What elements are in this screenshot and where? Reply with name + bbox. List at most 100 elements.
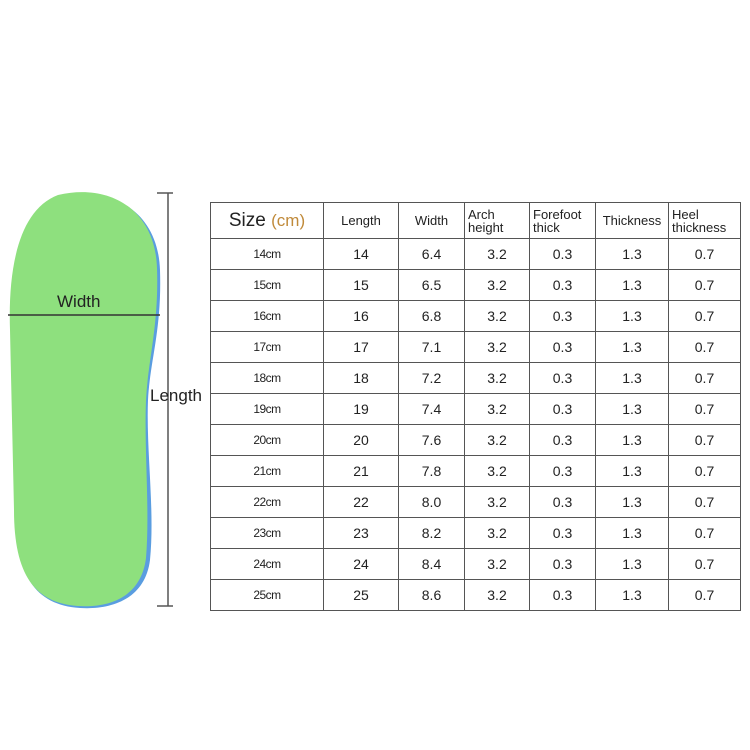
cell-heel-thickness: 0.7: [668, 486, 741, 518]
size-label: Size: [228, 210, 266, 231]
cell-forefoot-thick: 0.3: [529, 548, 596, 580]
cell-heel-thickness: 0.7: [668, 548, 741, 580]
cell-heel-thickness: 0.7: [668, 269, 741, 301]
cell-width: 8.2: [398, 517, 465, 549]
cell-size: 20cm: [210, 424, 324, 456]
cell-size: 15cm: [210, 269, 324, 301]
cell-forefoot-thick: 0.3: [529, 424, 596, 456]
cell-thickness: 1.3: [595, 362, 669, 394]
table-row: 23cm 23 8.2 3.2 0.3 1.3 0.7: [210, 517, 741, 549]
header-thickness: Thickness: [595, 202, 669, 239]
cell-thickness: 1.3: [595, 331, 669, 363]
cell-arch-height: 3.2: [464, 455, 530, 487]
cell-length: 15: [323, 269, 399, 301]
header-width: Width: [398, 202, 465, 239]
cell-width: 8.0: [398, 486, 465, 518]
cell-size: 19cm: [210, 393, 324, 425]
cell-size: 22cm: [210, 486, 324, 518]
cell-heel-thickness: 0.7: [668, 362, 741, 394]
cell-length: 22: [323, 486, 399, 518]
cell-arch-height: 3.2: [464, 331, 530, 363]
cell-forefoot-thick: 0.3: [529, 269, 596, 301]
table-row: 21cm 21 7.8 3.2 0.3 1.3 0.7: [210, 455, 741, 487]
cell-arch-height: 3.2: [464, 362, 530, 394]
cell-forefoot-thick: 0.3: [529, 238, 596, 270]
cell-size: 18cm: [210, 362, 324, 394]
cell-arch-height: 3.2: [464, 424, 530, 456]
cell-size: 16cm: [210, 300, 324, 332]
cell-forefoot-thick: 0.3: [529, 486, 596, 518]
table-row: 22cm 22 8.0 3.2 0.3 1.3 0.7: [210, 486, 741, 518]
cell-thickness: 1.3: [595, 486, 669, 518]
cell-thickness: 1.3: [595, 455, 669, 487]
cell-heel-thickness: 0.7: [668, 238, 741, 270]
cell-length: 23: [323, 517, 399, 549]
cell-length: 24: [323, 548, 399, 580]
cell-thickness: 1.3: [595, 300, 669, 332]
cell-width: 8.4: [398, 548, 465, 580]
header-length: Length: [323, 202, 399, 239]
length-label: Length: [150, 386, 202, 405]
cell-size: 24cm: [210, 548, 324, 580]
table-row: 24cm 24 8.4 3.2 0.3 1.3 0.7: [210, 548, 741, 580]
cell-arch-height: 3.2: [464, 548, 530, 580]
cell-thickness: 1.3: [595, 238, 669, 270]
table-row: 20cm 20 7.6 3.2 0.3 1.3 0.7: [210, 424, 741, 456]
table-row: 14cm 14 6.4 3.2 0.3 1.3 0.7: [210, 238, 741, 270]
cell-size: 17cm: [210, 331, 324, 363]
cell-forefoot-thick: 0.3: [529, 517, 596, 549]
cell-arch-height: 3.2: [464, 300, 530, 332]
cell-heel-thickness: 0.7: [668, 331, 741, 363]
insole-shape: [9, 192, 158, 607]
width-label: Width: [57, 292, 101, 311]
cell-arch-height: 3.2: [464, 393, 530, 425]
table-row: 15cm 15 6.5 3.2 0.3 1.3 0.7: [210, 269, 741, 301]
size-unit: (cm): [271, 211, 306, 230]
cell-length: 14: [323, 238, 399, 270]
insole-diagram: [8, 192, 173, 609]
cell-length: 19: [323, 393, 399, 425]
cell-thickness: 1.3: [595, 517, 669, 549]
cell-forefoot-thick: 0.3: [529, 331, 596, 363]
cell-size: 25cm: [210, 579, 324, 611]
cell-forefoot-thick: 0.3: [529, 455, 596, 487]
cell-size: 14cm: [210, 238, 324, 270]
cell-arch-height: 3.2: [464, 269, 530, 301]
cell-arch-height: 3.2: [464, 517, 530, 549]
cell-width: 6.4: [398, 238, 465, 270]
header-forefoot-thick: Forefoot thick: [529, 202, 596, 239]
cell-length: 18: [323, 362, 399, 394]
cell-heel-thickness: 0.7: [668, 424, 741, 456]
table-row: 19cm 19 7.4 3.2 0.3 1.3 0.7: [210, 393, 741, 425]
cell-length: 17: [323, 331, 399, 363]
table-row: 16cm 16 6.8 3.2 0.3 1.3 0.7: [210, 300, 741, 332]
cell-forefoot-thick: 0.3: [529, 362, 596, 394]
table-row: 18cm 18 7.2 3.2 0.3 1.3 0.7: [210, 362, 741, 394]
cell-width: 6.5: [398, 269, 465, 301]
header-row: Size (cm) Length Width Arch height Foref…: [210, 202, 741, 239]
table-row: 17cm 17 7.1 3.2 0.3 1.3 0.7: [210, 331, 741, 363]
header-size: Size (cm): [210, 202, 324, 239]
cell-arch-height: 3.2: [464, 486, 530, 518]
cell-length: 25: [323, 579, 399, 611]
size-table: Size (cm) Length Width Arch height Foref…: [210, 202, 741, 611]
cell-length: 21: [323, 455, 399, 487]
cell-size: 23cm: [210, 517, 324, 549]
cell-width: 8.6: [398, 579, 465, 611]
cell-thickness: 1.3: [595, 579, 669, 611]
cell-heel-thickness: 0.7: [668, 455, 741, 487]
cell-size: 21cm: [210, 455, 324, 487]
header-heel-thickness: Heel thickness: [668, 202, 741, 239]
table-row: 25cm 25 8.6 3.2 0.3 1.3 0.7: [210, 579, 741, 611]
cell-arch-height: 3.2: [464, 579, 530, 611]
cell-width: 7.8: [398, 455, 465, 487]
cell-heel-thickness: 0.7: [668, 517, 741, 549]
cell-arch-height: 3.2: [464, 238, 530, 270]
cell-length: 20: [323, 424, 399, 456]
cell-heel-thickness: 0.7: [668, 300, 741, 332]
cell-forefoot-thick: 0.3: [529, 393, 596, 425]
cell-width: 6.8: [398, 300, 465, 332]
header-arch-height: Arch height: [464, 202, 530, 239]
cell-thickness: 1.3: [595, 548, 669, 580]
cell-thickness: 1.3: [595, 393, 669, 425]
